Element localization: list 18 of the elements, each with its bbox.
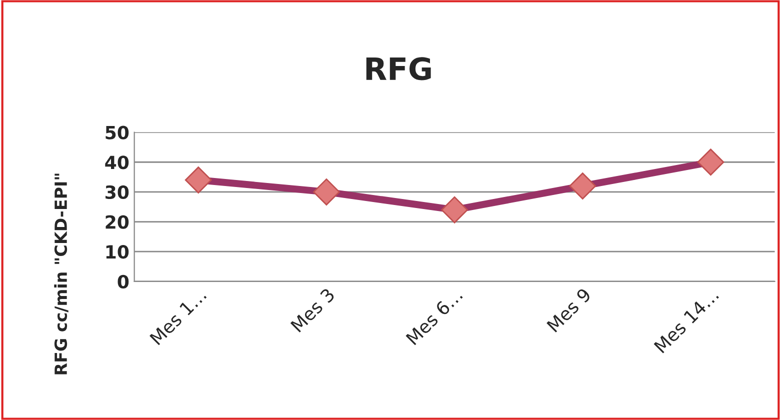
x-tick-label: Mes 1… <box>150 288 207 346</box>
point <box>569 172 596 200</box>
y-tick-label: 20 <box>106 215 129 229</box>
point <box>697 148 724 176</box>
point <box>184 166 212 194</box>
y-tick-label: 10 <box>106 245 129 259</box>
point <box>441 196 468 224</box>
y-tick-label: 40 <box>105 156 129 170</box>
y-axis-title: RFG cc/min "CKD-EPI" <box>54 174 68 374</box>
chart-title: RFG <box>366 57 431 80</box>
x-tick-label: Mes 9 <box>546 287 592 333</box>
x-tick-label: Mes 6… <box>406 288 463 346</box>
y-tick-label: 50 <box>106 126 129 140</box>
x-tick-label: Mes 14… <box>654 288 720 354</box>
point <box>312 178 340 206</box>
y-tick-label: 30 <box>106 185 129 200</box>
y-tick-label: 0 <box>118 274 129 289</box>
x-tick-label: Mes 3 <box>290 288 336 333</box>
